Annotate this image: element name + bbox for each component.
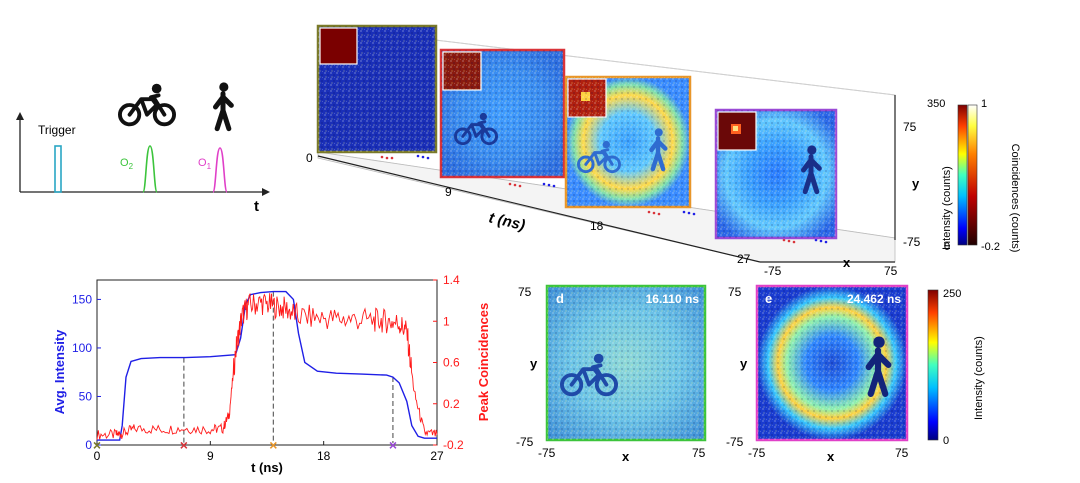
chart-xlabel: t (ns) bbox=[251, 460, 283, 475]
timing-t-label: t bbox=[254, 198, 259, 215]
panel-d-ytick-min: -75 bbox=[516, 435, 534, 449]
y-tick-min: -75 bbox=[903, 235, 921, 249]
t-tick-9: 9 bbox=[445, 185, 452, 199]
panel-e-ytick-min: -75 bbox=[726, 435, 744, 449]
floor-dots bbox=[380, 154, 828, 244]
panel-e-cbar-max: 250 bbox=[943, 288, 961, 300]
y-axis-label: y bbox=[912, 176, 920, 191]
y2-tick-label: 1.4 bbox=[443, 273, 460, 287]
volume-plot: 0 9 18 27 t (ns) -75 75 x 75 -75 y bbox=[306, 24, 1021, 278]
t-tick-0: 0 bbox=[306, 151, 313, 165]
y2-tick-label: 0.2 bbox=[443, 397, 460, 411]
coinc-cbar-min: -0.2 bbox=[981, 241, 1000, 253]
o1-pulse bbox=[212, 147, 228, 193]
y2-tick-label: 0.6 bbox=[443, 356, 460, 370]
panel-d-xtick-max: 75 bbox=[692, 446, 706, 460]
x-axis-label: x bbox=[843, 255, 851, 270]
intensity-cbar-min: 0 bbox=[944, 241, 950, 253]
series-line-intensity bbox=[97, 290, 437, 441]
x-tick-label: 9 bbox=[207, 449, 214, 463]
o1-label: O1 bbox=[198, 157, 212, 171]
x-tick-label: 27 bbox=[430, 449, 444, 463]
panel-e-letter: e bbox=[765, 291, 772, 306]
o2-pulse bbox=[142, 145, 158, 193]
line-chart: 0 50 100 150 -0.2 0.2 0.6 1 1.4 0 9 18 27 × × × × Avg. … bbox=[52, 273, 491, 475]
frame-t0 bbox=[316, 24, 438, 154]
y-tick-label: 100 bbox=[72, 341, 92, 355]
time-marker: × bbox=[269, 437, 277, 453]
panel-e: e 24.462 ns 75 -75 y -75 75 x 250 0 Inte… bbox=[726, 284, 985, 464]
chart-markers: × × × × bbox=[93, 437, 397, 453]
x-tick-label: 0 bbox=[94, 449, 101, 463]
panel-e-colorbar bbox=[927, 289, 939, 441]
panel-d: d 16.110 ns 75 -75 y -75 75 x bbox=[516, 284, 707, 464]
volume-colorbars: 350 0 1 -0.2 Intensity (counts) Coincide… bbox=[927, 98, 1021, 253]
y-tick-label: 150 bbox=[72, 292, 92, 306]
coinc-cbar-max: 1 bbox=[981, 98, 987, 110]
intensity-cbar-label: Intensity (counts) bbox=[941, 166, 953, 250]
x-tick-min: -75 bbox=[764, 264, 782, 278]
y-tick-max: 75 bbox=[903, 120, 917, 134]
panel-d-xtick-min: -75 bbox=[538, 446, 556, 460]
y-tick-label: 0 bbox=[85, 438, 92, 452]
chart-dashed-lines bbox=[183, 291, 394, 443]
trigger-pulse bbox=[54, 145, 62, 193]
frame-t1 bbox=[439, 48, 566, 179]
frame-t2 bbox=[564, 75, 692, 209]
time-marker: × bbox=[389, 437, 397, 453]
panel-e-cbar-label: Intensity (counts) bbox=[973, 336, 985, 420]
t-axis-label: t (ns) bbox=[487, 209, 527, 234]
panel-e-ylabel: y bbox=[740, 356, 748, 371]
series-line-coincidences bbox=[96, 292, 438, 440]
y2-tick-label: -0.2 bbox=[443, 438, 464, 452]
chart-series bbox=[96, 290, 438, 441]
x-tick-label: 18 bbox=[317, 449, 331, 463]
chart-frame bbox=[96, 279, 438, 446]
panel-d-ylabel: y bbox=[530, 356, 538, 371]
intensity-colorbar bbox=[957, 104, 968, 246]
frame-t3 bbox=[714, 108, 838, 240]
frame-t0-inset bbox=[319, 27, 358, 65]
x-tick-max: 75 bbox=[884, 264, 898, 278]
panel-e-xlabel: x bbox=[827, 449, 835, 464]
coinc-cbar-label: Coincidences (counts) bbox=[1009, 144, 1021, 253]
panel-d-letter: d bbox=[556, 291, 564, 306]
o2-label: O2 bbox=[120, 157, 134, 171]
panel-e-cbar-min: 0 bbox=[943, 435, 949, 447]
coincidence-colorbar bbox=[967, 104, 978, 246]
time-marker: × bbox=[93, 437, 101, 453]
time-marker: × bbox=[180, 437, 188, 453]
cyclist-icon bbox=[120, 84, 174, 125]
timing-y-arrow bbox=[16, 112, 24, 120]
t-tick-27: 27 bbox=[737, 252, 751, 266]
chart-y2label: Peak Coincidences bbox=[476, 303, 491, 422]
timing-diagram: t Trigger O2 O1 bbox=[16, 82, 270, 215]
walker-icon bbox=[216, 82, 232, 128]
panel-d-xlabel: x bbox=[622, 449, 630, 464]
panel-e-time: 24.462 ns bbox=[847, 292, 901, 306]
y2-tick-label: 1 bbox=[443, 314, 450, 328]
t-tick-18: 18 bbox=[590, 219, 604, 233]
panel-e-xtick-max: 75 bbox=[895, 446, 909, 460]
chart-ticks: 0 50 100 150 -0.2 0.2 0.6 1 1.4 0 9 18 27 bbox=[72, 273, 464, 463]
t-axis-line bbox=[317, 155, 761, 263]
panel-d-ytick-max: 75 bbox=[518, 285, 532, 299]
panel-d-time: 16.110 ns bbox=[646, 292, 700, 306]
timing-axis-arrow bbox=[262, 188, 270, 196]
panel-e-xtick-min: -75 bbox=[748, 446, 766, 460]
panel-e-ytick-max: 75 bbox=[728, 285, 742, 299]
intensity-cbar-max: 350 bbox=[927, 98, 945, 110]
chart-ylabel: Avg. Intensity bbox=[52, 329, 67, 415]
trigger-label: Trigger bbox=[38, 123, 76, 137]
y-tick-label: 50 bbox=[79, 389, 93, 403]
